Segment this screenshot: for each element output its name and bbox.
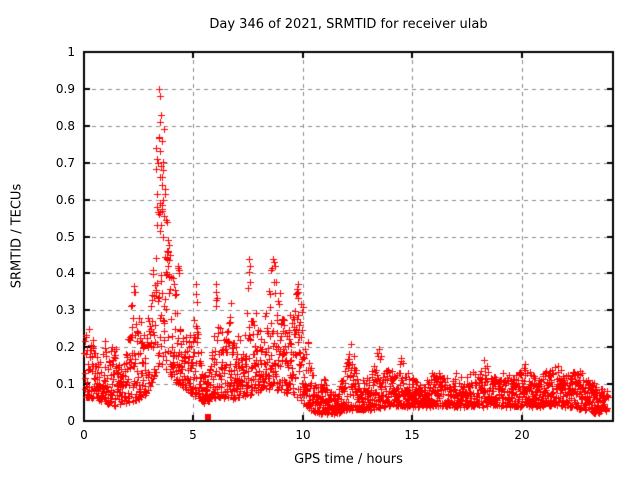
y-tick-label: 0.9 <box>55 82 75 96</box>
y-tick-label: 0.8 <box>55 119 75 133</box>
x-tick-label: 5 <box>189 428 197 442</box>
x-tick-label: 10 <box>295 428 311 442</box>
x-tick-label: 20 <box>514 428 530 442</box>
x-tick-label: 0 <box>80 428 88 442</box>
y-tick-label: 0.4 <box>55 266 75 280</box>
y-tick-label: 0.3 <box>55 303 75 317</box>
y-tick-label: 1 <box>67 45 75 59</box>
x-axis-label: GPS time / hours <box>294 452 403 467</box>
chart-title: Day 346 of 2021, SRMTID for receiver ula… <box>209 17 488 32</box>
y-tick-label: 0 <box>67 414 75 428</box>
y-tick-label: 0.5 <box>55 230 75 244</box>
x-tick-label: 15 <box>404 428 420 442</box>
y-tick-label: 0.7 <box>55 156 75 170</box>
y-tick-label: 0.6 <box>55 193 75 207</box>
y-tick-label: 0.1 <box>55 377 75 391</box>
y-tick-label: 0.2 <box>55 340 75 354</box>
y-axis-label: SRMTID / TECUs <box>9 183 25 289</box>
